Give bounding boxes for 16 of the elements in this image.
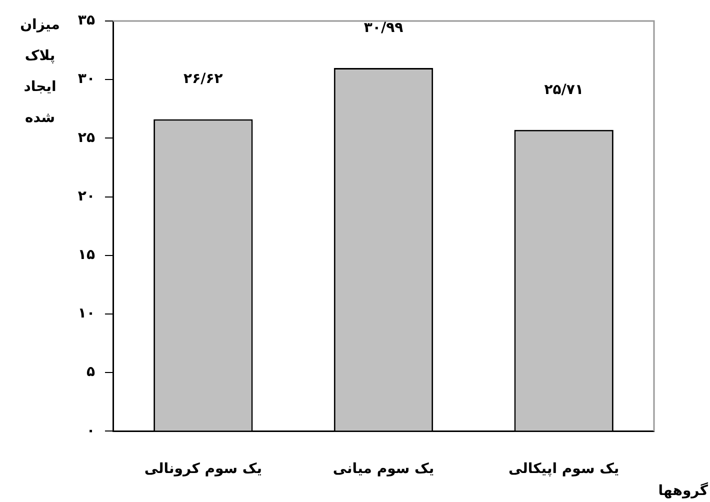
x-tick-label: یک سوم اپیکالی	[508, 461, 620, 478]
x-tick-label: یک سوم کرونالی	[144, 461, 262, 478]
y-tick-label: ۵	[86, 364, 96, 380]
y-tick-label: ۰	[86, 422, 95, 439]
y-axis-title: میزان پلاک ایجاد شده	[20, 17, 60, 126]
data-label: ۲۶/۶۲	[184, 71, 224, 88]
data-label: ۲۵/۷۱	[544, 82, 584, 98]
y-tick-label: ۲۵	[78, 130, 96, 146]
x-tick-label: یک سوم میانی	[332, 461, 434, 478]
data-label: ۳۰/۹۹	[364, 20, 404, 36]
y-tick-label: ۳۰	[78, 71, 95, 88]
y-tick-label: ۳۵	[78, 12, 96, 29]
y-tick-label: ۱۵	[78, 247, 96, 264]
y-tick-label: ۲۰	[78, 188, 95, 204]
x-axis-title: گروهها	[658, 482, 709, 499]
y-tick-label: ۱۰	[78, 306, 95, 322]
